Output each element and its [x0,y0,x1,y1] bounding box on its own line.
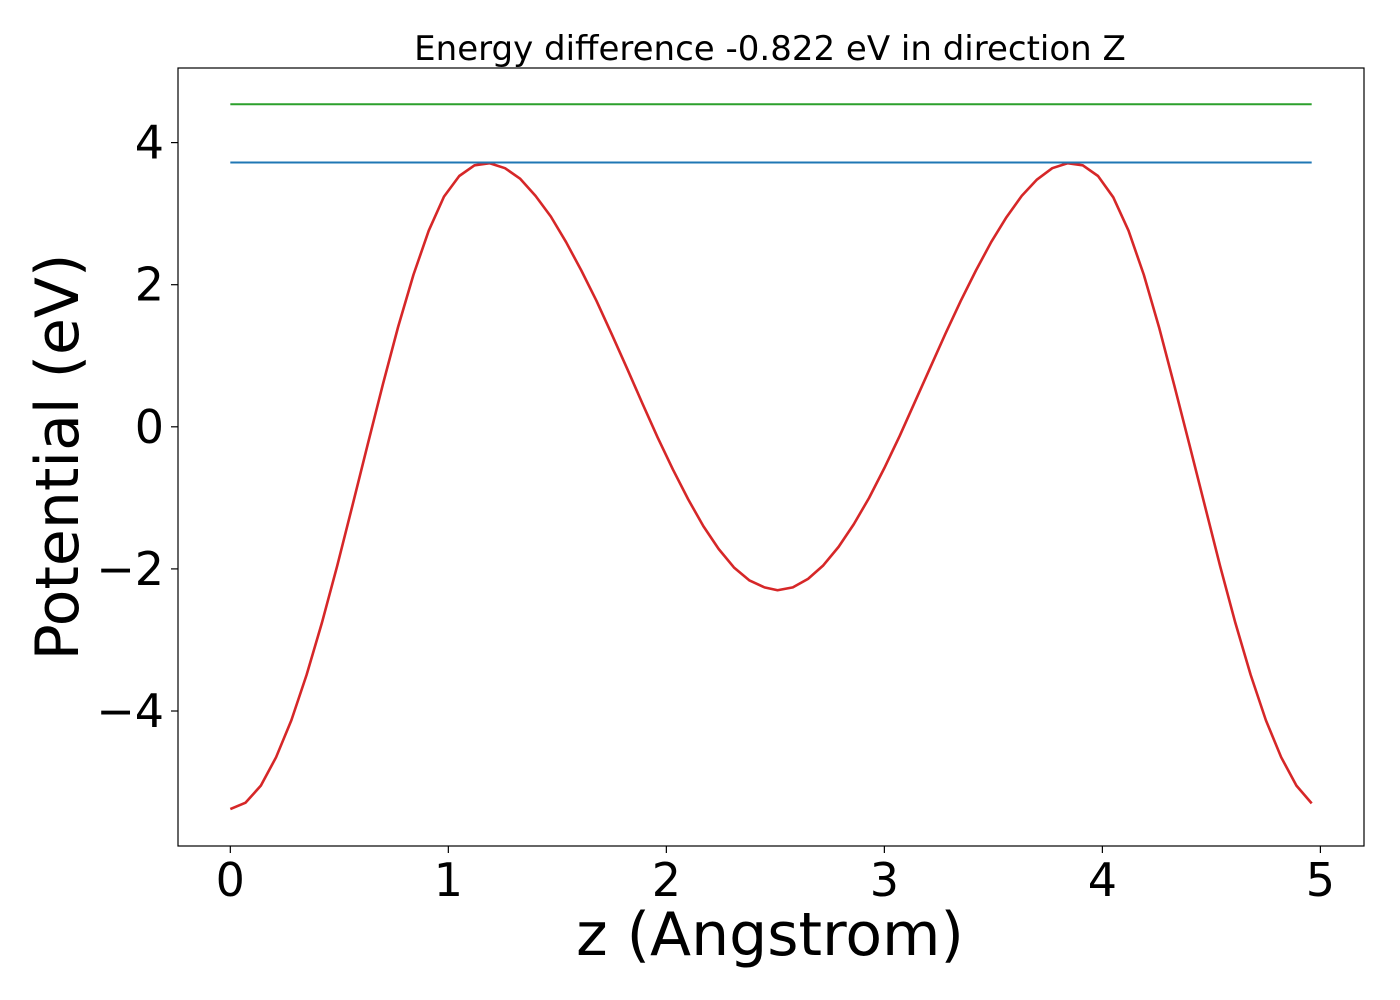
series-layer [229,103,1313,811]
y-tick-label: 0 [135,400,164,454]
y-tick-label: 4 [135,116,164,170]
x-tick-label: 2 [652,853,681,907]
y-tick-label: −4 [96,684,164,738]
x-axis-label: z (Angstrom) [576,900,964,970]
x-tick-label: 5 [1306,853,1335,907]
y-axis-label: Potential (eV) [23,254,93,661]
series-line-0 [229,161,1313,811]
y-tick-label: 2 [135,258,164,312]
x-tick-label: 1 [434,853,463,907]
x-tick-label: 3 [870,853,899,907]
y-tick-label: −2 [96,542,164,596]
plot-area-frame [177,67,1365,847]
chart-title: Energy difference -0.822 eV in direction… [414,29,1126,69]
x-tick-label: 0 [216,853,245,907]
x-axis-ticks: 0 1 2 3 4 5 [216,846,1335,907]
x-tick-label: 4 [1088,853,1117,907]
y-axis-ticks: −4 −2 0 2 4 [96,116,178,738]
